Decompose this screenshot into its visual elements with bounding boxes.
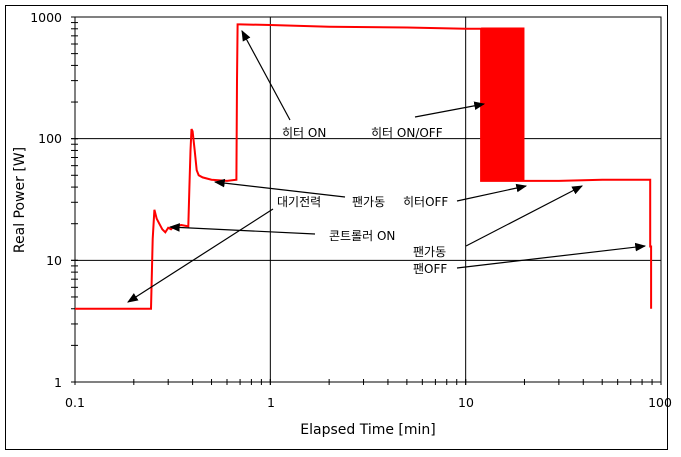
y-tick-labels: 1000 100 10 1 (30, 10, 62, 390)
y-tick-1000: 1000 (30, 10, 62, 25)
annotation-arrows (127, 30, 647, 303)
label-fan-off: 팬OFF (413, 262, 447, 276)
arrow-heater-onoff (414, 101, 486, 118)
label-heater-off: 히터OFF (403, 195, 448, 209)
gridlines (75, 17, 661, 382)
label-fan-on-1: 팬가동 (352, 195, 385, 209)
arrow-fan-on-1 (213, 178, 346, 198)
data-series (75, 23, 653, 310)
y-tick-10: 10 (46, 253, 62, 268)
power-line (75, 23, 653, 310)
label-controller-on: 콘트롤러 ON (329, 229, 395, 243)
label-heater-on: 히터 ON (282, 126, 326, 140)
y-axis-title: Real Power [W] (12, 147, 28, 253)
x-tick-1: 1 (267, 395, 275, 410)
minor-ticks (71, 16, 662, 385)
y-tick-1: 1 (54, 375, 62, 390)
arrow-fan-on-2 (465, 185, 583, 247)
x-tick-labels: 0.1 1 10 100 (65, 395, 672, 410)
x-tick-10: 10 (458, 395, 474, 410)
plot-area (71, 16, 662, 385)
arrow-controller-on (168, 223, 316, 235)
arrow-fan-off (456, 242, 647, 269)
y-tick-100: 100 (38, 131, 62, 146)
label-standby: 대기전력 (277, 195, 321, 209)
arrow-standby (127, 208, 274, 303)
annotation-labels: 히터 ON 히터 ON/OFF 대기전력 팬가동 히터OFF 콘트롤러 ON 팬… (277, 126, 448, 276)
chart-frame (5, 5, 668, 450)
x-tick-0.1: 0.1 (65, 395, 85, 410)
label-heater-onoff: 히터 ON/OFF (371, 126, 443, 140)
arrow-heater-off (456, 183, 528, 202)
x-axis-title: Elapsed Time [min] (300, 422, 435, 438)
oscillation-band (481, 27, 525, 181)
label-fan-on-2: 팬가동 (413, 245, 446, 259)
arrow-heater-on (241, 30, 291, 121)
x-tick-100: 100 (648, 395, 672, 410)
